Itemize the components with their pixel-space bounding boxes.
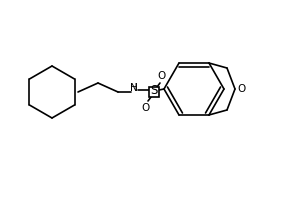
- Text: O: O: [158, 71, 166, 81]
- Text: S: S: [150, 84, 158, 98]
- Bar: [149, 87, 159, 97]
- Text: O: O: [142, 103, 150, 113]
- Text: O: O: [237, 84, 245, 94]
- Text: H: H: [130, 83, 138, 93]
- Text: N: N: [130, 83, 138, 93]
